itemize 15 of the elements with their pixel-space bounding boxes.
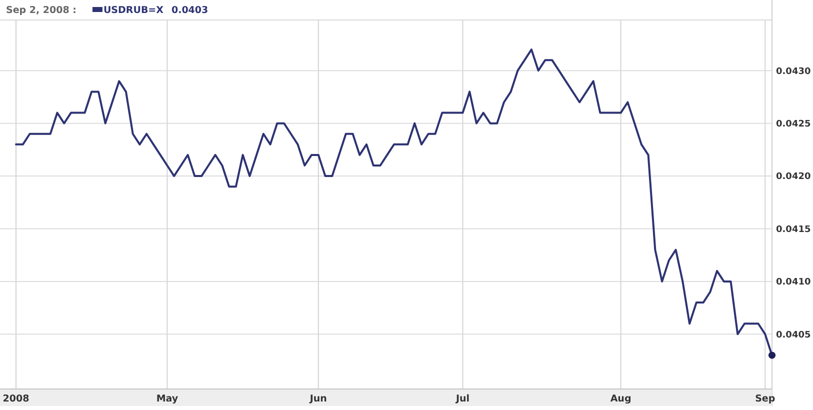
x-tick-label: 2008 xyxy=(2,394,30,404)
chart-title: Sep 2, 2008 : xyxy=(6,5,76,16)
text: 0.0403 xyxy=(171,5,208,16)
y-tick-label: 0.0415 xyxy=(776,224,811,235)
y-tick-label: 0.0425 xyxy=(776,119,811,130)
x-tick-label: Aug xyxy=(610,394,632,404)
x-tick-label: May xyxy=(156,394,179,404)
y-tick-label: 0.0410 xyxy=(776,278,811,288)
x-tick-label: Jul xyxy=(454,394,470,404)
legend-label: USDRUB=X xyxy=(103,5,164,16)
y-tick-label: 0.0405 xyxy=(776,330,811,340)
y-tick-label: 0.0420 xyxy=(776,172,811,182)
x-tick-label: Sep xyxy=(755,394,776,404)
x-tick-label: Jun xyxy=(308,394,328,404)
y-tick-label: 0.0430 xyxy=(776,66,811,77)
